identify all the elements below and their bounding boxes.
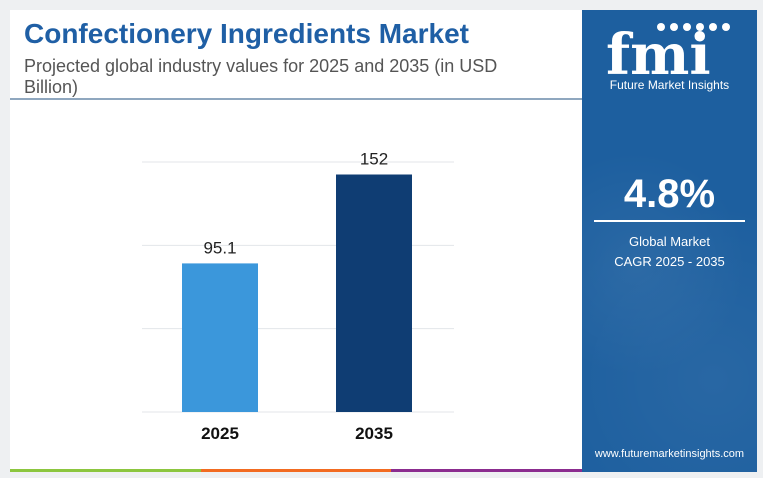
accent-bar [10, 469, 583, 472]
cagr-value: 4.8% [623, 172, 716, 216]
accent-bar-purple [391, 469, 583, 472]
page-subtitle: Projected global industry values for 202… [24, 56, 498, 97]
x-tick-label-2025: 2025 [201, 424, 239, 443]
bar-chart: 95.1 2025 152 2035 [142, 150, 454, 443]
accent-bar-green [10, 469, 201, 472]
cagr-label: Global Market CAGR 2025 - 2035 [582, 232, 757, 272]
cagr-label-line2: CAGR 2025 - 2035 [614, 254, 725, 269]
website-link[interactable]: www.futuremarketinsights.com [594, 448, 745, 460]
bar-2025 [182, 263, 258, 412]
cagr-label-line1: Global Market [629, 234, 710, 249]
accent-bar-orange [200, 469, 392, 472]
header-divider [10, 98, 582, 100]
cagr-divider [594, 220, 745, 222]
brand-panel: fmi Future Market Insights 4.8% Global M… [582, 10, 757, 472]
infographic-card: Confectionery Ingredients Market Project… [10, 10, 757, 472]
data-label-2025: 95.1 [203, 238, 236, 257]
data-label-2035: 152 [360, 150, 388, 169]
page-title: Confectionery Ingredients Market [24, 18, 469, 49]
bar-2035 [336, 174, 412, 412]
logo-wordmark: fmi [606, 22, 711, 80]
brand-tagline: Future Market Insights [609, 78, 730, 92]
fmi-logo-icon: fmi [606, 22, 730, 80]
x-tick-label-2035: 2035 [355, 424, 393, 443]
chart-panel: Confectionery Ingredients Market Project… [10, 10, 583, 472]
